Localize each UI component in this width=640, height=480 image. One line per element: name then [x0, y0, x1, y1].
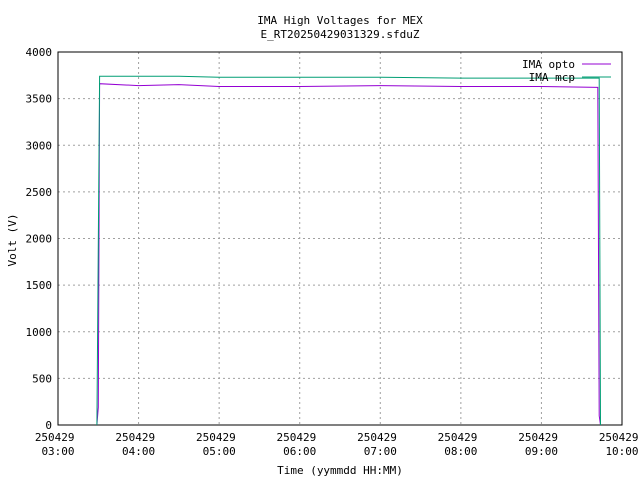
y-tick-label: 4000	[26, 46, 53, 59]
x-tick-label: 250429 04:00	[115, 431, 161, 458]
x-tick-label: 250429 08:00	[438, 431, 484, 458]
x-tick-label: 250429 06:00	[277, 431, 323, 458]
plot-border	[57, 51, 623, 426]
x-tick-label-line: 250429	[35, 431, 81, 444]
series-line	[96, 75, 601, 426]
y-tick-label: 3500	[26, 93, 53, 106]
x-tick-label-line: 04:00	[122, 445, 155, 458]
x-tick-label: 250429 07:00	[357, 431, 403, 458]
legend-label: IMA opto	[522, 58, 575, 71]
y-tick-label: 1500	[26, 279, 53, 292]
x-tick-label-line: 05:00	[203, 445, 236, 458]
x-tick-label-line: 250429	[599, 431, 640, 444]
y-tick-label: 1000	[26, 326, 53, 339]
y-tick-label: 0	[45, 419, 52, 432]
chart-subtitle: E_RT20250429031329.sfduZ	[261, 28, 420, 41]
x-tick-label-line: 09:00	[525, 445, 558, 458]
x-tick-label-line: 250429	[518, 431, 564, 444]
x-tick-label: 250429 03:00	[35, 431, 81, 458]
x-tick-label-line: 250429	[438, 431, 484, 444]
x-tick-label-line: 07:00	[364, 445, 397, 458]
y-axis-label: Volt (V)	[6, 214, 19, 267]
x-tick-label-line: 08:00	[444, 445, 477, 458]
x-tick-label-line: 250429	[277, 431, 323, 444]
x-tick-label: 250429 10:00	[599, 431, 640, 458]
x-tick-label-line: 03:00	[41, 445, 74, 458]
y-tick-label: 2000	[26, 233, 53, 246]
y-tick-label: 2500	[26, 186, 53, 199]
x-axis-label: Time (yymmdd HH:MM)	[277, 464, 403, 477]
x-tick-label-line: 06:00	[283, 445, 316, 458]
x-tick-label: 250429 05:00	[196, 431, 242, 458]
x-tick-label-line: 10:00	[605, 445, 638, 458]
x-tick-label-line: 250429	[357, 431, 403, 444]
chart-title: IMA High Voltages for MEX	[257, 14, 423, 27]
legend-label: IMA mcp	[529, 71, 575, 84]
y-tick-label: 500	[32, 372, 52, 385]
x-tick-label: 250429 09:00	[518, 431, 564, 458]
y-tick-label: 3000	[26, 139, 53, 152]
x-tick-label-line: 250429	[196, 431, 242, 444]
x-tick-label-line: 250429	[115, 431, 161, 444]
